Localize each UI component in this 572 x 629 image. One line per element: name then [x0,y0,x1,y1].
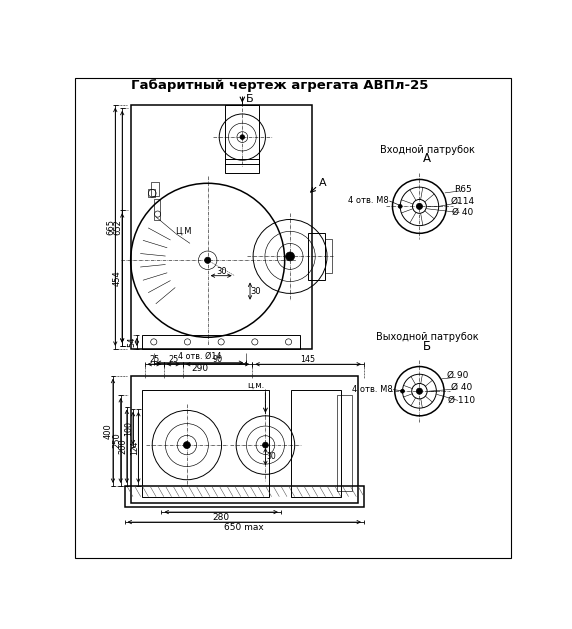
Bar [325,240,332,274]
Bar [142,389,269,498]
Text: 25: 25 [168,355,178,364]
Text: Габаритный чертеж агрегата АВПл-25: Габаритный чертеж агрегата АВПл-25 [130,79,428,92]
Text: 650 max: 650 max [224,523,264,532]
Bar [142,335,300,349]
Text: Ø114: Ø114 [451,196,475,206]
Bar [130,105,312,349]
Text: 250: 250 [112,433,121,448]
Text: А: А [319,178,327,188]
Text: 4 отв. М8: 4 отв. М8 [352,385,392,394]
Text: 30: 30 [216,267,227,276]
Text: Б: Б [423,340,431,353]
Text: Входной патрубок: Входной патрубок [380,145,475,155]
Text: Ø 110: Ø 110 [448,396,475,405]
Bar [152,182,159,196]
Text: 400: 400 [104,423,113,438]
Bar [130,376,358,503]
Text: 30: 30 [267,452,276,461]
Text: 665: 665 [106,219,115,235]
Text: 90: 90 [213,355,223,364]
Circle shape [240,135,245,140]
Text: 145: 145 [301,355,316,364]
Text: R65: R65 [454,185,471,194]
Bar [337,395,352,491]
Text: Ø 40: Ø 40 [451,383,472,392]
Text: 290: 290 [192,364,209,372]
Circle shape [184,442,190,448]
Bar [148,189,154,197]
Bar [225,105,259,164]
Text: 124: 124 [130,440,139,455]
Text: 25: 25 [149,355,159,364]
Text: 652: 652 [113,219,122,235]
Text: Ø 90: Ø 90 [447,371,468,381]
Text: А: А [423,152,431,165]
Text: 200: 200 [118,438,128,454]
Bar [125,486,364,508]
Text: ц.м.: ц.м. [248,381,265,389]
Text: 4 отв. Ø14: 4 отв. Ø14 [178,352,222,361]
Bar [308,233,325,279]
Text: 54: 54 [128,337,137,347]
Circle shape [416,203,423,209]
Bar [225,159,259,172]
Circle shape [205,257,210,264]
Circle shape [263,442,268,448]
Circle shape [416,388,423,394]
Text: 100: 100 [125,421,134,436]
Bar [154,199,160,220]
Text: Б: Б [246,94,254,104]
Text: Ø 40: Ø 40 [452,208,473,217]
Circle shape [398,204,402,208]
Circle shape [400,389,404,393]
Bar [291,389,341,498]
Text: Ц.М: Ц.М [176,226,192,235]
Text: 454: 454 [113,270,122,286]
Text: Выходной патрубок: Выходной патрубок [376,332,478,342]
Text: 30: 30 [250,287,261,296]
Text: 280: 280 [213,513,230,522]
Text: 4 отв. М8: 4 отв. М8 [348,196,388,206]
Circle shape [285,252,295,261]
